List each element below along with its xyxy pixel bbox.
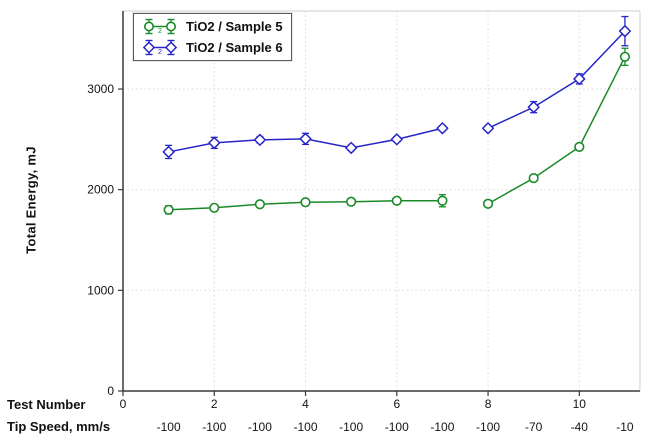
data-point <box>574 141 585 152</box>
data-point <box>482 198 494 209</box>
data-point <box>346 196 357 207</box>
svg-text:2: 2 <box>158 49 162 56</box>
legend-marker-circle-icon: 2 <box>144 18 176 35</box>
x-tick-label: 6 <box>393 397 400 411</box>
data-point <box>573 72 586 85</box>
legend-marker-diamond-icon: 2 <box>142 39 178 56</box>
tip-speed-value: -100 <box>294 420 318 434</box>
data-point <box>390 133 403 146</box>
x-tick-label: 8 <box>485 397 492 411</box>
data-point <box>300 197 311 208</box>
series-line <box>487 56 626 205</box>
x-axis-title-test-number: Test Number <box>7 397 86 412</box>
data-point <box>163 204 174 215</box>
legend-label: TiO2 / Sample 5 <box>186 19 283 34</box>
y-tick-label: 1000 <box>87 283 114 297</box>
series-line <box>487 30 626 129</box>
tip-speed-value: -100 <box>202 420 226 434</box>
tip-speed-labels: -100 -100 -100 -100 -100 -100 -100 -100 -70 -40 -1… <box>157 420 634 434</box>
legend-item-sample-5: 2 TiO2 / Sample 5 <box>139 16 283 37</box>
tip-speed-value: -100 <box>476 420 500 434</box>
tip-speed-value: -70 <box>525 420 543 434</box>
y-tick-label: 0 <box>107 384 114 398</box>
tick-labels: 0 2 4 6 8 10 0 1000 2000 3000 <box>87 82 586 411</box>
tip-speed-value: -100 <box>430 420 454 434</box>
data-point <box>162 145 175 158</box>
data-point <box>528 172 539 184</box>
plot-frame <box>123 10 641 391</box>
x-axis-title-tip-speed: Tip Speed, mm/s <box>7 419 111 434</box>
svg-text:2: 2 <box>158 28 162 35</box>
y-axis-title: Total Energy, mJ <box>23 146 39 254</box>
data-point <box>437 195 448 206</box>
x-tick-label: 0 <box>120 397 127 411</box>
tip-speed-value: -100 <box>385 420 409 434</box>
data-point <box>481 122 495 135</box>
series-sample-5 <box>163 47 631 215</box>
x-tick-label: 2 <box>211 397 218 411</box>
data-point <box>254 199 265 210</box>
legend: 2 TiO2 / Sample 5 2 TiO2 / Sample 6 <box>133 13 292 61</box>
tip-speed-value: -100 <box>339 420 363 434</box>
tip-speed-value: -10 <box>616 420 634 434</box>
y-tick-label: 3000 <box>87 82 114 96</box>
tip-speed-value: -40 <box>571 420 589 434</box>
axes <box>122 11 640 392</box>
data-point <box>345 141 358 154</box>
tip-speed-value: -100 <box>157 420 181 434</box>
data-point <box>299 132 312 145</box>
data-point <box>619 51 631 62</box>
x-tick-label: 4 <box>302 397 309 411</box>
x-tick-label: 10 <box>573 397 587 411</box>
legend-item-sample-6: 2 TiO2 / Sample 6 <box>139 37 283 58</box>
data-point <box>436 122 449 135</box>
data-point <box>253 133 266 146</box>
data-point <box>391 195 402 206</box>
data-point <box>618 25 631 38</box>
data-point <box>527 101 540 114</box>
series-sample-6 <box>162 15 631 160</box>
y-tick-label: 2000 <box>87 183 114 197</box>
data-point <box>208 136 221 149</box>
tip-speed-value: -100 <box>248 420 272 434</box>
data-point <box>209 202 220 213</box>
legend-label: TiO2 / Sample 6 <box>186 40 283 55</box>
